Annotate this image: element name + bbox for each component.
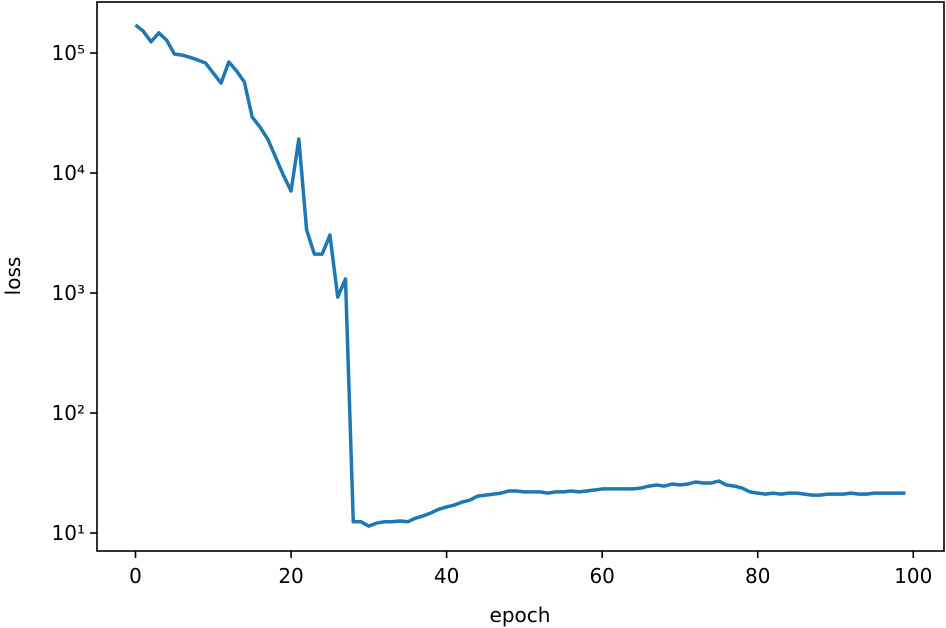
x-tick-label: 100	[894, 564, 932, 588]
x-axis-label: epoch	[490, 603, 551, 627]
y-tick-label: 10²	[52, 401, 85, 425]
y-tick-label: 10¹	[52, 521, 85, 545]
y-tick-label: 10⁵	[52, 41, 85, 65]
y-tick-label: 10⁴	[52, 161, 85, 185]
x-tick-label: 40	[434, 564, 459, 588]
x-tick-label: 20	[278, 564, 303, 588]
y-axis-label: loss	[1, 257, 25, 296]
x-tick-label: 0	[129, 564, 142, 588]
axes-frame	[96, 1, 945, 552]
loss-line	[134, 23, 906, 528]
y-tick-label: 10³	[52, 281, 85, 305]
x-tick-label: 80	[745, 564, 770, 588]
x-tick-label: 60	[589, 564, 614, 588]
